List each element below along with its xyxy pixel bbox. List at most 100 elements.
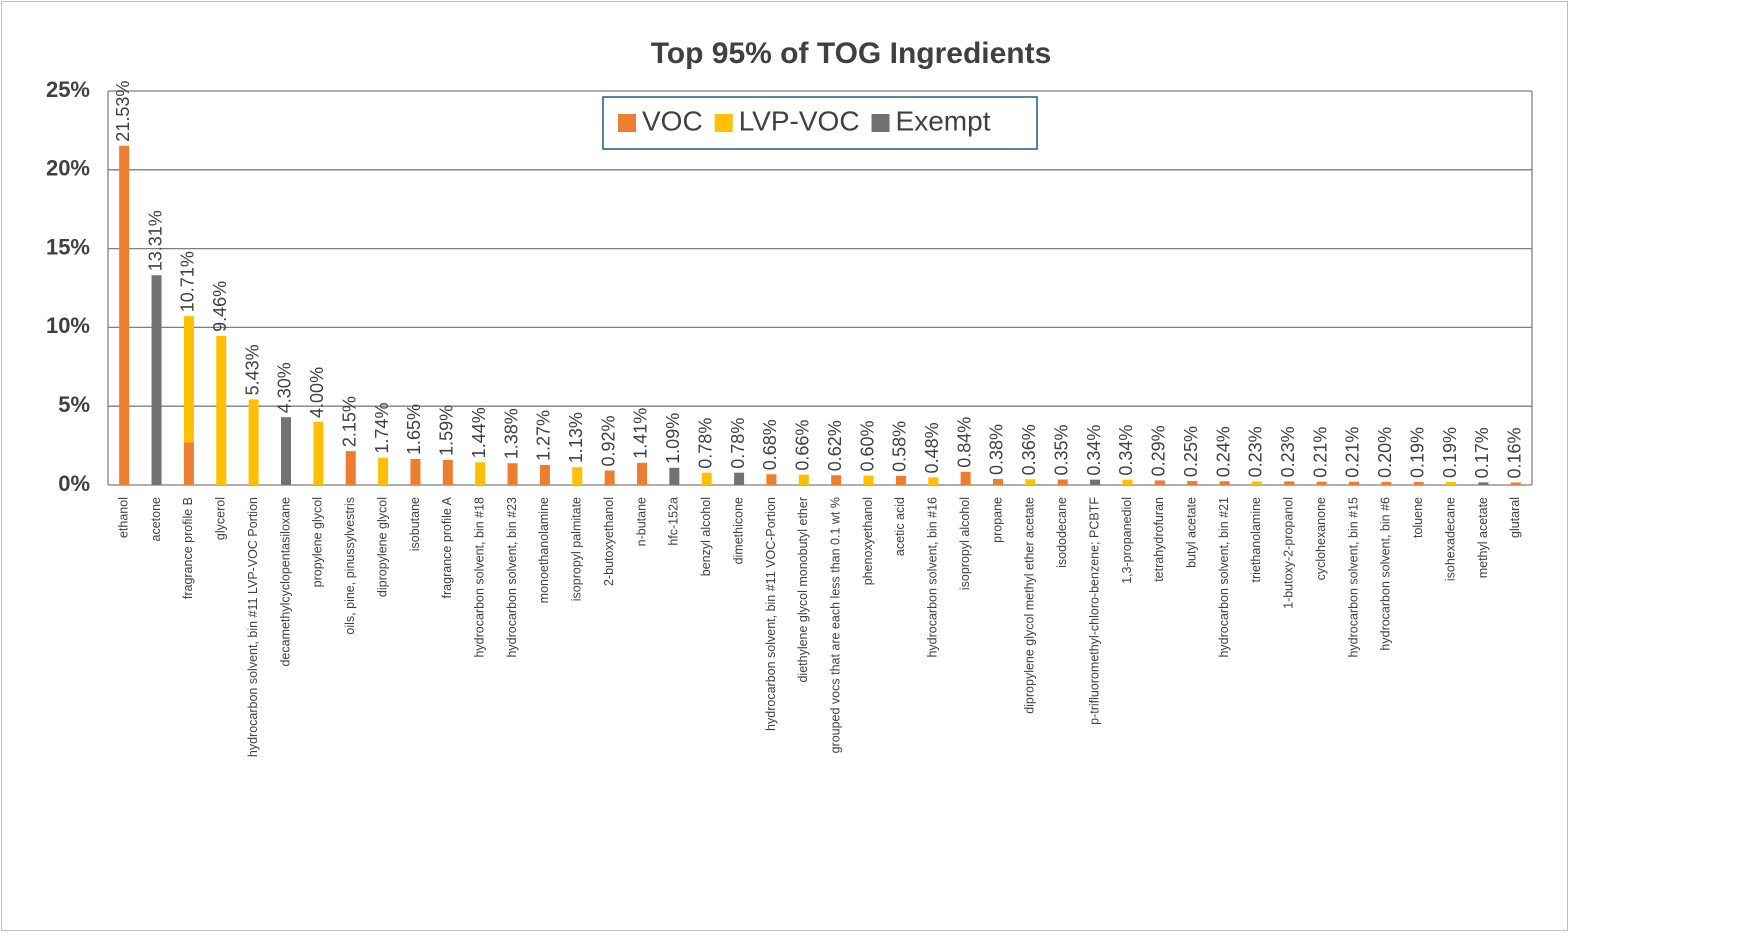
data-label: 0.38%	[987, 424, 1007, 475]
x-tick-label: hydrocarbon solvent, bin #23	[505, 497, 519, 658]
data-label: 0.21%	[1343, 427, 1363, 478]
x-tick-label: glutaral	[1508, 497, 1522, 538]
bar-segment	[831, 475, 842, 485]
data-label: 0.92%	[598, 415, 618, 466]
bar-segment	[507, 463, 518, 485]
x-tick-label: 2-butoxyethanol	[602, 497, 616, 586]
y-tick-label: 20%	[46, 156, 90, 181]
bar-segment	[895, 475, 906, 485]
legend-box	[602, 96, 1038, 150]
y-tick-label: 25%	[46, 77, 90, 102]
legend-label: VOC	[642, 105, 703, 136]
x-tick-label: grouped vocs that are each less than 0.1…	[828, 497, 842, 753]
x-tick-label: fragrance profile B	[181, 497, 195, 599]
data-label: 0.21%	[1310, 427, 1330, 478]
bar-segment	[1446, 482, 1457, 485]
y-tick-label: 10%	[46, 313, 90, 338]
data-label: 0.78%	[728, 418, 748, 469]
bar-segment	[1284, 481, 1295, 485]
x-tick-label: hydrocarbon solvent, bin #15	[1346, 497, 1360, 658]
bar-segment	[1187, 481, 1198, 485]
data-label: 1.27%	[534, 410, 554, 461]
bar-segment	[378, 457, 389, 485]
x-tick-label: benzyl alcohol	[699, 497, 713, 576]
data-label: 5.43%	[242, 344, 262, 395]
x-tick-label: 1-butoxy-2-propanol	[1282, 497, 1296, 609]
data-label: 0.19%	[1440, 427, 1460, 478]
x-tick-label: p-trifluoromethyl-chloro-benzene; PCBTF	[1087, 497, 1101, 725]
bar-segment	[313, 421, 324, 485]
x-tick-label: isopropyl palmitate	[570, 497, 584, 601]
x-tick-label: methyl acetate	[1476, 497, 1490, 578]
data-label: 1.65%	[404, 404, 424, 455]
chart-title: Top 95% of TOG Ingredients	[651, 37, 1052, 70]
bar-segment	[572, 467, 583, 485]
x-tick-label: n-butane	[634, 497, 648, 546]
data-label: 0.48%	[922, 422, 942, 473]
x-tick-label: monoethanolamine	[537, 497, 551, 603]
bar-segment	[1251, 481, 1262, 485]
x-tick-label: hydrocarbon solvent, bin #11 VOC-Portion	[764, 497, 778, 731]
bar-segment	[442, 459, 453, 485]
bar-segment	[1090, 479, 1101, 485]
bar-segment	[151, 275, 162, 485]
bar-segment	[410, 458, 421, 485]
bar-segment	[1510, 482, 1521, 485]
bar-segment	[1381, 481, 1392, 485]
x-tick-label: fragrance profile A	[440, 496, 454, 598]
bar-segment	[734, 472, 745, 485]
x-tick-label: toluene	[1411, 497, 1425, 538]
data-label: 9.46%	[210, 281, 230, 332]
bar-segment	[1122, 479, 1133, 485]
y-tick-label: 5%	[58, 392, 90, 417]
x-tick-label: ethanol	[116, 497, 130, 538]
x-tick-label: isopropyl alcohol	[958, 497, 972, 590]
bar-segment	[766, 474, 777, 485]
legend-label: Exempt	[896, 105, 991, 136]
data-label: 0.20%	[1375, 427, 1395, 478]
data-label: 21.53%	[113, 81, 133, 142]
y-tick-label: 0%	[58, 471, 90, 496]
x-tick-label: cyclohexanone	[1314, 497, 1328, 580]
bar-segment	[183, 316, 194, 443]
bar-segment	[604, 470, 615, 485]
x-tick-label: dipropylene glycol	[375, 497, 389, 597]
x-tick-label: hydrocarbon solvent, bin #18	[472, 497, 486, 658]
data-label: 1.13%	[566, 412, 586, 463]
bar-segment	[1025, 479, 1036, 485]
legend-swatch	[871, 114, 890, 132]
x-tick-label: diethylene glycol monobutyl ether	[796, 497, 810, 683]
data-label: 0.84%	[954, 417, 974, 468]
y-tick-label: 15%	[46, 234, 90, 259]
bar-segment	[345, 451, 356, 485]
data-label: 2.15%	[339, 396, 359, 447]
data-label: 0.66%	[793, 420, 813, 471]
x-tick-label: 1,3-propanediol	[1120, 497, 1134, 584]
legend-swatch	[714, 114, 733, 132]
x-tick-label: isohexadecane	[1443, 497, 1457, 581]
x-tick-label: butyl acetate	[1184, 497, 1198, 568]
bar-segment	[216, 335, 227, 485]
bar-segment	[539, 464, 550, 485]
data-label: 0.34%	[1084, 425, 1104, 476]
bar-segment	[960, 471, 971, 485]
x-tick-label: acetone	[149, 497, 163, 542]
data-label: 4.30%	[275, 362, 295, 413]
x-tick-label: tetrahydrofuran	[1152, 497, 1166, 582]
bar-segment	[1413, 482, 1424, 485]
data-label: 1.41%	[631, 408, 651, 459]
data-label: 1.44%	[469, 407, 489, 458]
bar-segment	[863, 475, 874, 485]
x-tick-label: hydrocarbon solvent, bin #11 LVP-VOC Por…	[246, 497, 260, 757]
x-tick-label: decamethylcyclopentasiloxane	[278, 497, 292, 667]
x-tick-label: hydrocarbon solvent, bin #6	[1379, 497, 1393, 651]
data-label: 0.24%	[1213, 426, 1233, 477]
data-label: 0.16%	[1505, 427, 1525, 478]
bar-segment	[701, 472, 712, 485]
bar-segment	[928, 477, 939, 485]
x-tick-label: triethanolamine	[1249, 497, 1263, 583]
data-label: 1.09%	[663, 413, 683, 464]
x-tick-label: propylene glycol	[311, 497, 325, 587]
x-tick-label: hydrocarbon solvent, bin #21	[1217, 497, 1231, 658]
